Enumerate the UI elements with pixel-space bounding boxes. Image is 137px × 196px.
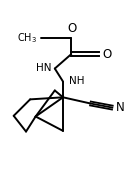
Text: O: O — [67, 22, 77, 35]
Text: O: O — [103, 48, 112, 61]
Text: $\mathdefault{CH_3}$: $\mathdefault{CH_3}$ — [17, 32, 37, 45]
Text: NH: NH — [68, 76, 84, 86]
Text: HN: HN — [36, 63, 51, 73]
Text: N: N — [116, 101, 125, 114]
